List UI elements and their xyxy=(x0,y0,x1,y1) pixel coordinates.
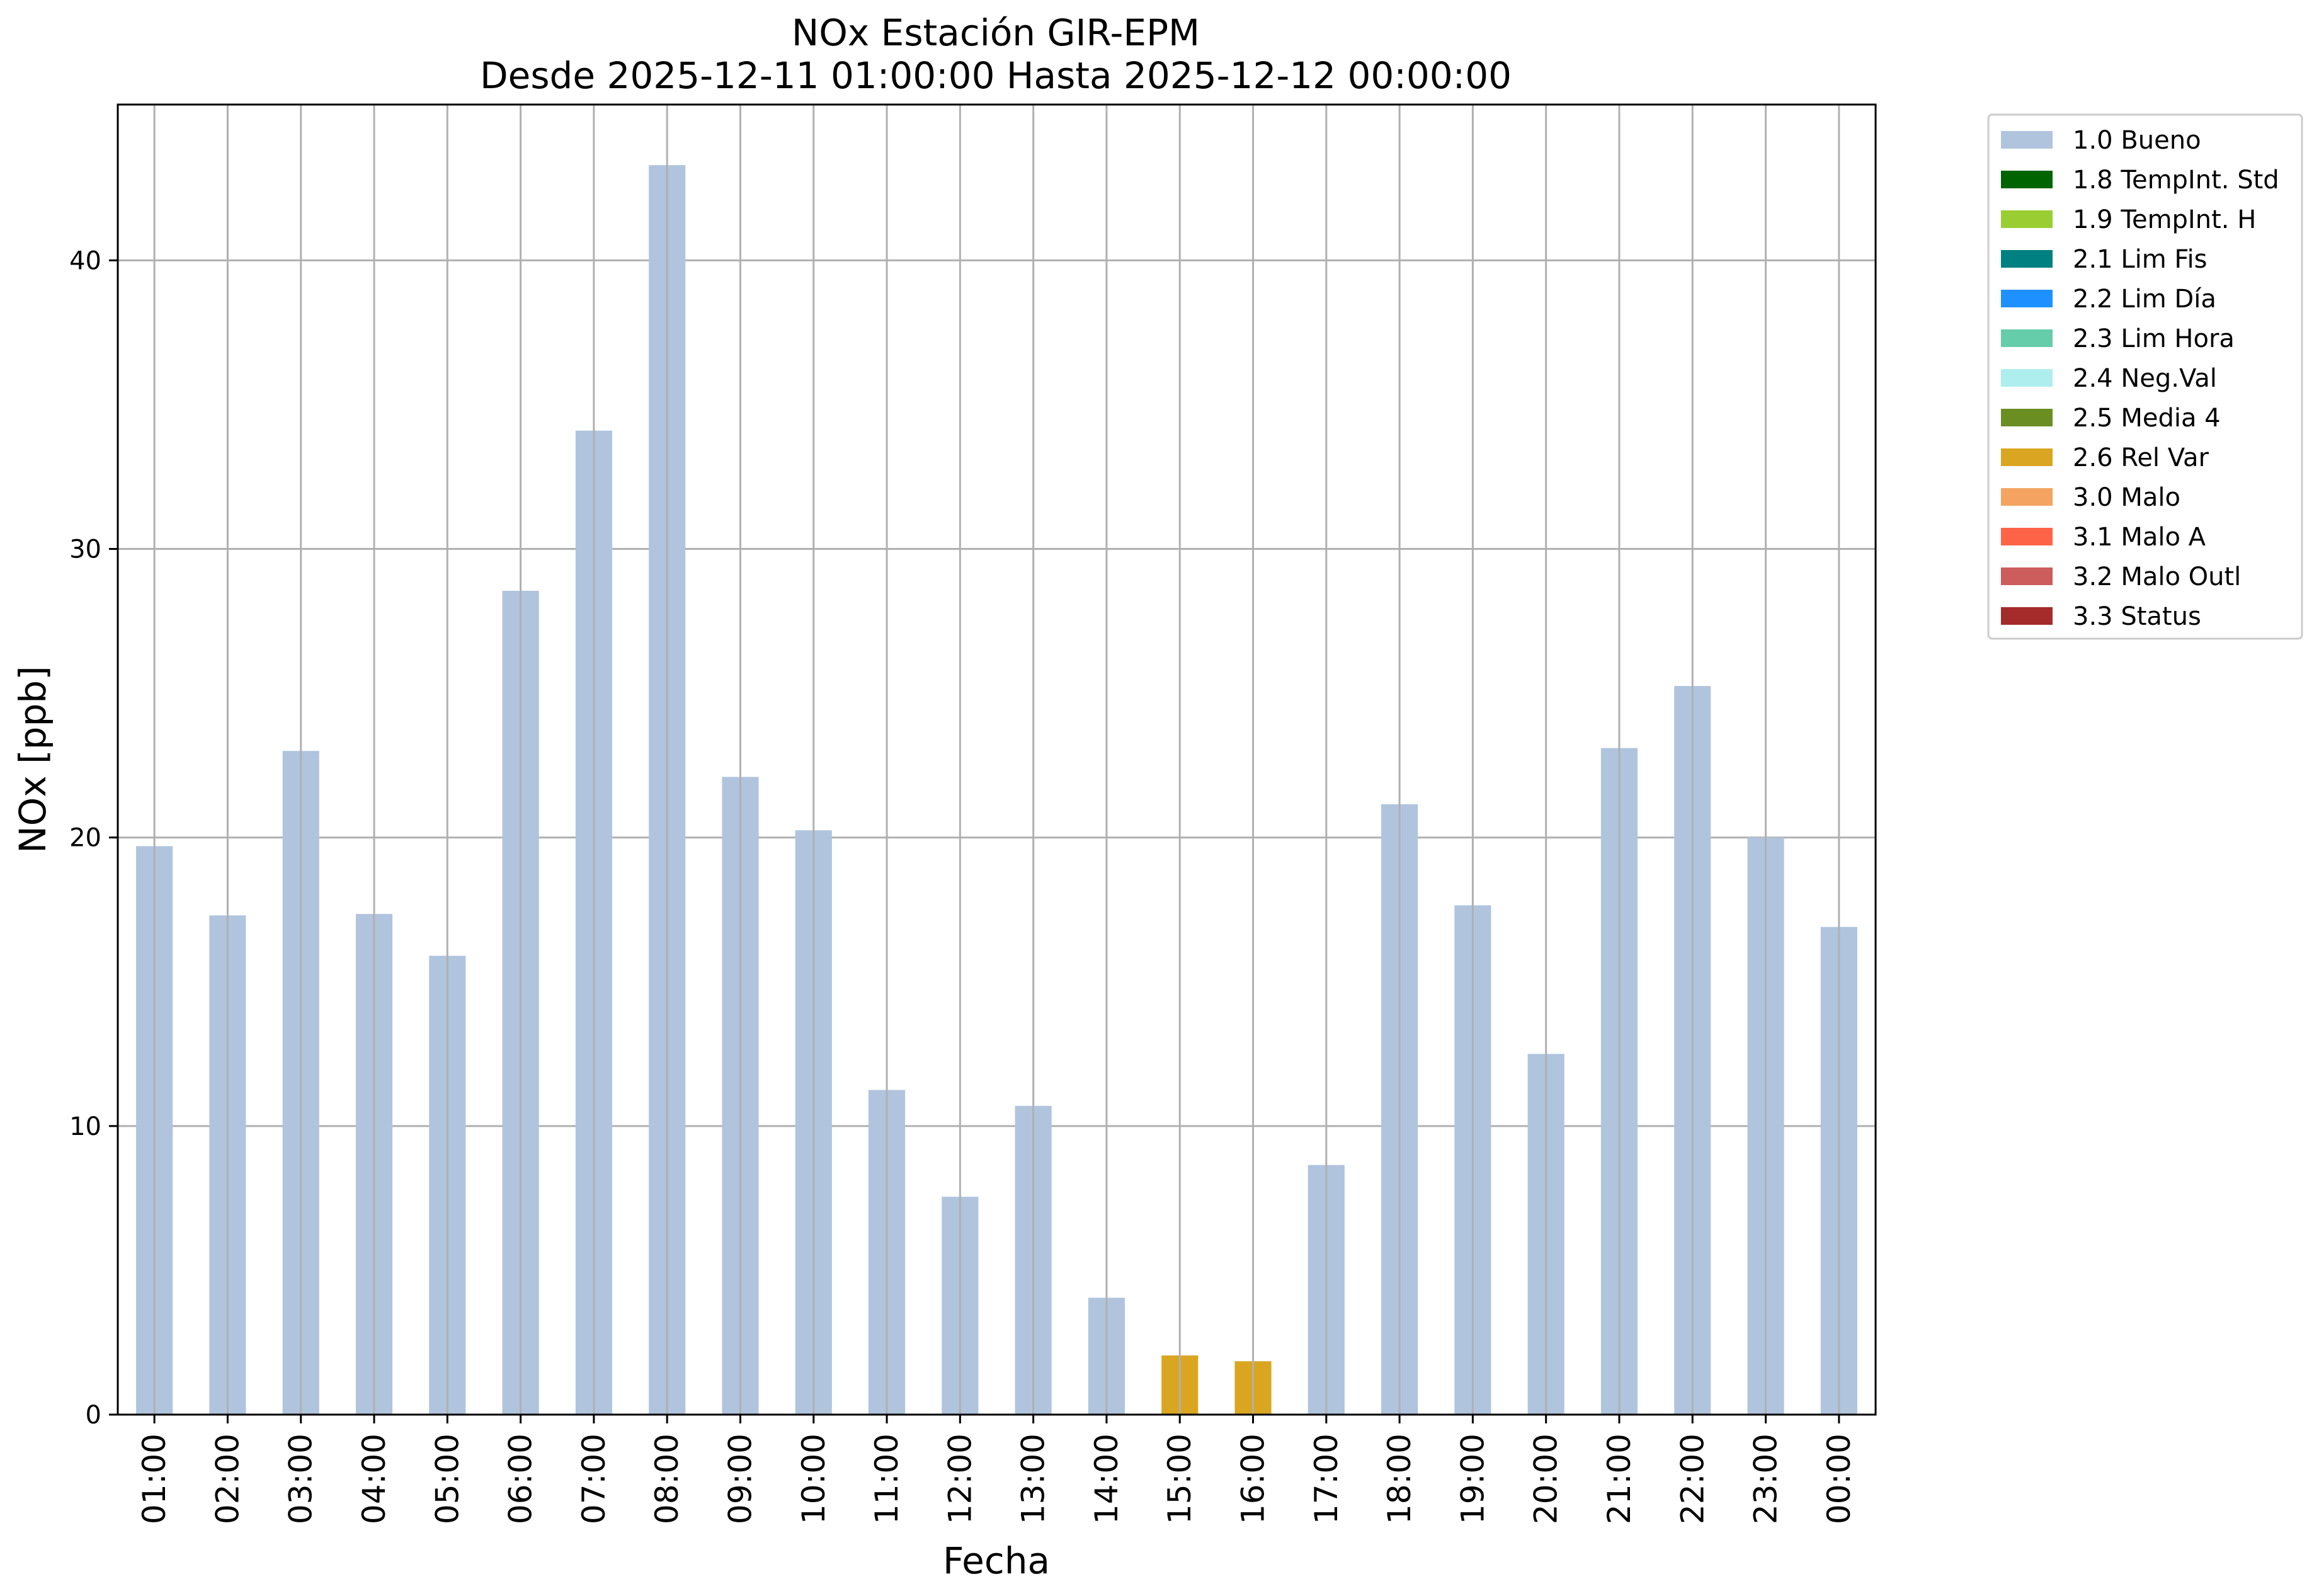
legend: 1.0 Bueno 1.8 TempInt. Std 1.9 TempInt. H 2… xyxy=(1987,113,2303,640)
y-tick-label: 30 xyxy=(69,535,101,564)
grid-lines xyxy=(118,259,1876,1127)
legend-swatch xyxy=(2001,369,2053,387)
legend-swatch xyxy=(2001,567,2053,585)
legend-swatch xyxy=(2001,250,2053,268)
legend-swatch xyxy=(2001,210,2053,228)
x-tick-label: 03:00 xyxy=(283,1434,319,1524)
legend-label: 1.0 Bueno xyxy=(2073,126,2201,155)
legend-swatch xyxy=(2001,488,2053,506)
x-tick-label: 00:00 xyxy=(1821,1434,1857,1524)
x-tick-label: 04:00 xyxy=(356,1434,392,1524)
x-tick-label: 22:00 xyxy=(1674,1434,1711,1524)
legend-label: 1.8 TempInt. Std xyxy=(2073,166,2279,195)
x-tick-label: 18:00 xyxy=(1381,1434,1418,1524)
legend-label: 2.4 Neg.Val xyxy=(2073,364,2217,393)
y-tick-label: 40 xyxy=(69,246,101,275)
legend-swatch xyxy=(2001,131,2053,149)
x-tick-label: 23:00 xyxy=(1748,1434,1784,1524)
x-tick-label: 19:00 xyxy=(1454,1434,1491,1524)
legend-label: 3.0 Malo xyxy=(2073,483,2180,512)
x-tick-label: 08:00 xyxy=(649,1434,685,1524)
x-tick-label: 10:00 xyxy=(795,1434,832,1524)
legend-swatch xyxy=(2001,448,2053,466)
legend-swatch xyxy=(2001,171,2053,188)
y-tick-label: 0 xyxy=(86,1401,101,1430)
x-tick-label: 06:00 xyxy=(503,1434,539,1524)
x-axis-label: Fecha xyxy=(943,1539,1050,1582)
legend-label: 3.3 Status xyxy=(2073,602,2201,631)
x-tick-label: 07:00 xyxy=(576,1434,612,1524)
x-tick-label: 16:00 xyxy=(1235,1434,1272,1524)
y-axis: 0 10 20 30 40 xyxy=(69,246,118,1430)
legend-swatch xyxy=(2001,329,2053,347)
x-tick-label: 21:00 xyxy=(1601,1434,1638,1524)
y-tick-label: 20 xyxy=(69,824,101,853)
legend-frame xyxy=(1987,113,2303,640)
x-tick-label: 09:00 xyxy=(722,1434,758,1524)
legend-label: 1.9 TempInt. H xyxy=(2073,205,2256,234)
legend-label: 2.2 Lim Día xyxy=(2073,285,2216,314)
legend-label: 2.3 Lim Hora xyxy=(2073,324,2235,353)
x-grid-lines xyxy=(153,105,1840,1415)
plot-frame xyxy=(117,103,1877,1416)
x-tick-label: 20:00 xyxy=(1528,1434,1564,1524)
x-tick-label: 01:00 xyxy=(136,1434,173,1524)
x-tick-label: 12:00 xyxy=(942,1434,978,1524)
y-tick-label: 10 xyxy=(69,1112,101,1141)
legend-label: 2.6 Rel Var xyxy=(2073,443,2209,472)
legend-swatch xyxy=(2001,528,2053,545)
x-tick-label: 05:00 xyxy=(429,1434,465,1524)
legend-label: 3.1 Malo A xyxy=(2073,523,2206,552)
x-tick-label: 15:00 xyxy=(1161,1434,1198,1524)
x-tick-label: 02:00 xyxy=(209,1434,246,1524)
legend-swatch xyxy=(2001,409,2053,426)
x-tick-label: 11:00 xyxy=(869,1434,905,1524)
x-tick-label: 14:00 xyxy=(1088,1434,1125,1524)
chart-subtitle: Desde 2025-12-11 01:00:00 Hasta 2025-12-… xyxy=(480,54,1512,97)
x-axis: 01:00 02:00 03:00 04:00 05:00 06:00 07:00 08:00… xyxy=(136,1415,1857,1524)
chart-title: NOx Estación GIR-EPM xyxy=(792,11,1200,54)
legend-swatch xyxy=(2001,290,2053,307)
legend-label: 2.5 Media 4 xyxy=(2073,404,2221,433)
legend-swatch xyxy=(2001,607,2053,625)
legend-label: 3.2 Malo Outl xyxy=(2073,562,2241,591)
x-tick-label: 13:00 xyxy=(1015,1434,1052,1524)
x-tick-label: 17:00 xyxy=(1308,1434,1345,1524)
legend-label: 2.1 Lim Fis xyxy=(2073,245,2207,274)
y-axis-label: NOx [ppb] xyxy=(11,666,54,853)
